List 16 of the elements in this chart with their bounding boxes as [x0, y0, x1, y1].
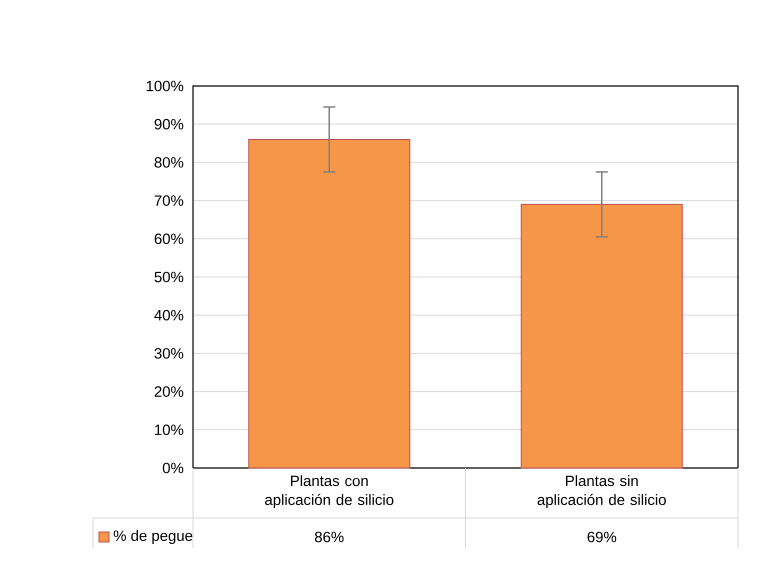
x-tick-label: Plantas sin aplicación de silicio: [538, 475, 666, 508]
y-tick-label: 80%: [154, 157, 184, 168]
y-tick-label: 40%: [154, 310, 184, 320]
data-label: 69%: [588, 532, 616, 542]
y-tick-label: 10%: [155, 424, 184, 436]
y-tick-label: 100%: [146, 80, 184, 92]
y-tick-label: 0%: [162, 462, 184, 474]
y-tick-label: 20%: [154, 386, 184, 397]
data-label: 86%: [314, 532, 344, 542]
y-tick-label: 50%: [154, 272, 184, 282]
y-tick-label: 70%: [154, 195, 184, 206]
y-tick-label: 30%: [154, 348, 184, 359]
y-tick-label: 90%: [154, 118, 184, 130]
x-tick-label: Plantas con aplicación de silicio: [265, 475, 394, 508]
y-tick-label: 60%: [154, 233, 184, 244]
legend-label: % de pegue: [114, 530, 192, 544]
